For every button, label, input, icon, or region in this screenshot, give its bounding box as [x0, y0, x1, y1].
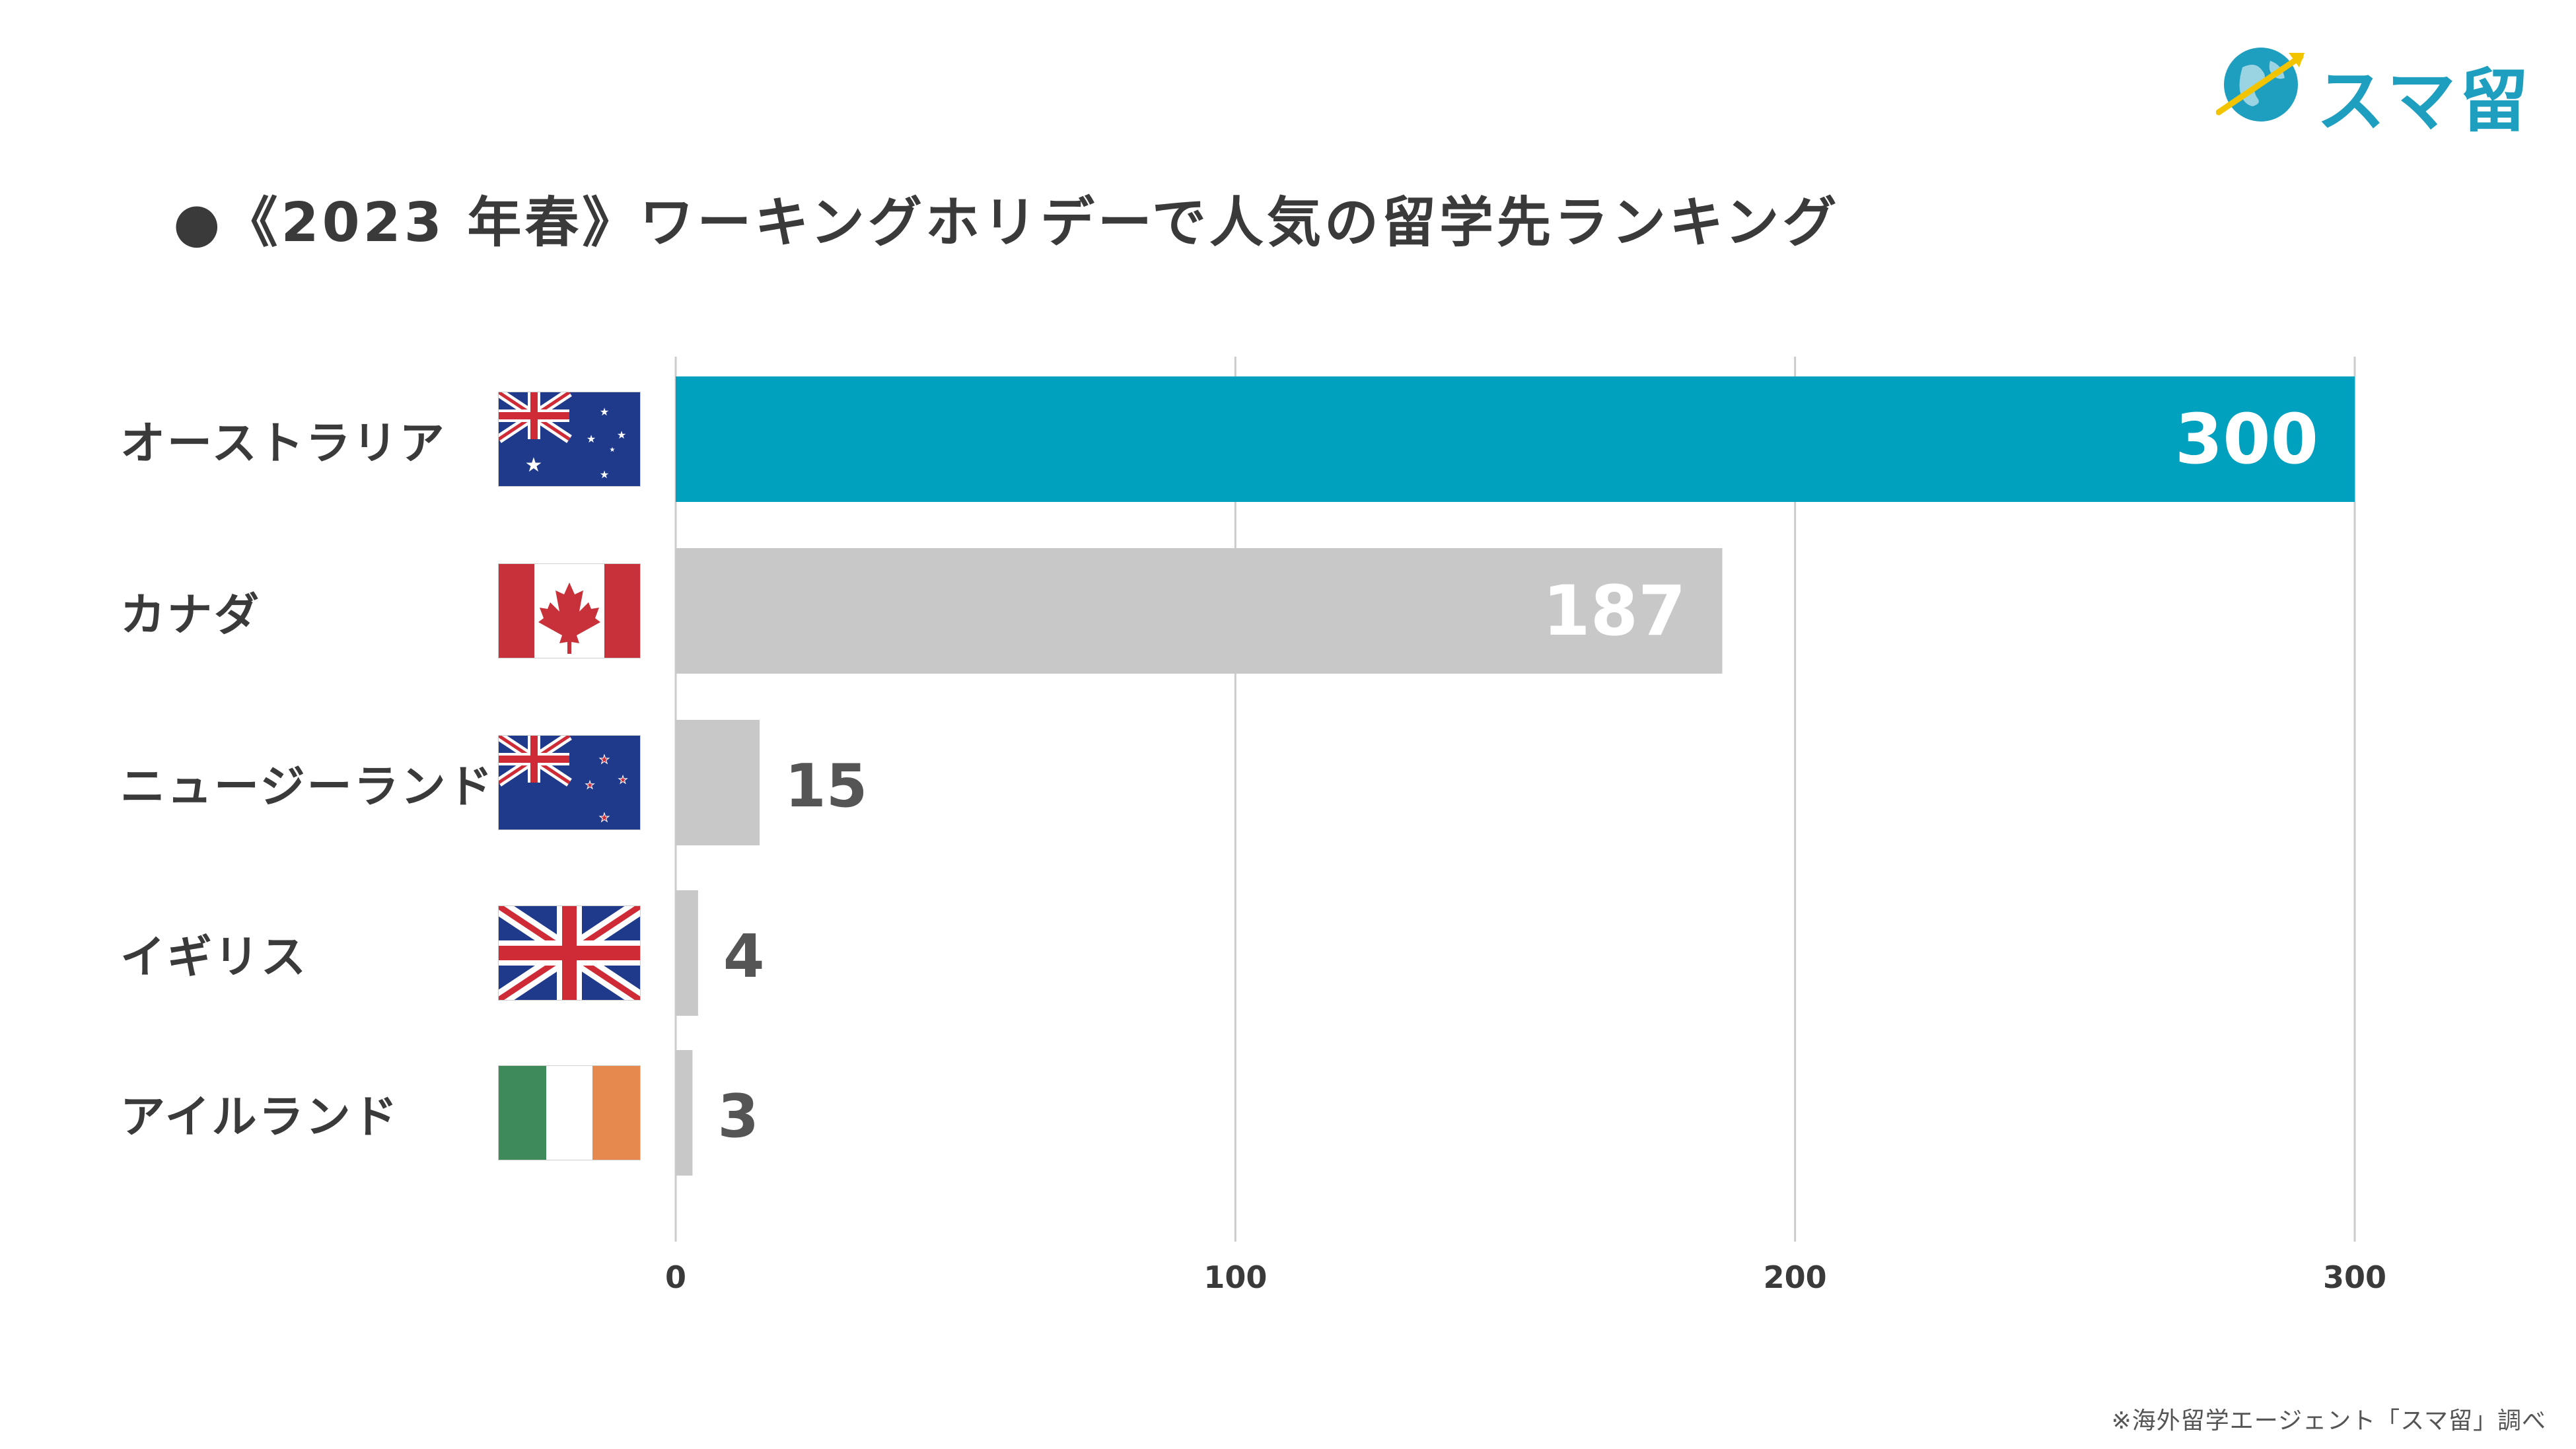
svg-text:★: ★ [600, 468, 609, 481]
category-label: イギリス [120, 931, 308, 984]
svg-text:★: ★ [525, 454, 543, 477]
svg-text:★: ★ [618, 773, 627, 786]
canada-flag-icon [499, 564, 640, 658]
logo-text: スマ留 [2316, 61, 2532, 141]
svg-text:★: ★ [610, 446, 616, 454]
data-label: 300 [2175, 399, 2318, 479]
svg-text:★: ★ [599, 753, 610, 767]
x-tick-label: 0 [665, 1259, 686, 1295]
svg-text:★: ★ [600, 406, 609, 418]
category-label: アイルランド [120, 1091, 400, 1144]
category-label: ニュージーランド [120, 761, 495, 814]
category-label: カナダ [120, 589, 262, 642]
data-label: 15 [785, 752, 867, 821]
x-tick-label: 200 [1764, 1259, 1827, 1295]
data-label: 187 [1542, 571, 1686, 651]
chart-title: ●《2023 年春》ワーキングホリデーで人気の留学先ランキング [173, 192, 1840, 254]
data-label: 4 [723, 922, 765, 991]
svg-text:★: ★ [585, 779, 594, 791]
bar [676, 1050, 693, 1176]
globe-arrow-icon [2216, 48, 2305, 122]
new-zealand-flag-icon: ★ ★ ★ ★ [499, 736, 640, 830]
australia-flag-icon: ★ ★ ★ ★ ★ ★ [499, 392, 640, 486]
uk-flag-icon [499, 906, 640, 1000]
x-tick-label: 100 [1203, 1259, 1267, 1295]
x-tick-label: 300 [2323, 1259, 2386, 1295]
category-label: オーストラリア [120, 417, 447, 470]
source-note: ※海外留学エージェント「スマ留」調べ [2111, 1407, 2546, 1434]
data-label: 3 [717, 1082, 759, 1151]
bar [676, 720, 760, 845]
bar [676, 376, 2355, 502]
svg-text:★: ★ [599, 811, 610, 825]
bar [676, 890, 698, 1016]
svg-text:★: ★ [617, 429, 626, 441]
logo: スマ留 [2216, 41, 2528, 141]
svg-text:★: ★ [587, 433, 596, 445]
ireland-flag-icon [499, 1066, 640, 1160]
bar [676, 548, 1723, 674]
